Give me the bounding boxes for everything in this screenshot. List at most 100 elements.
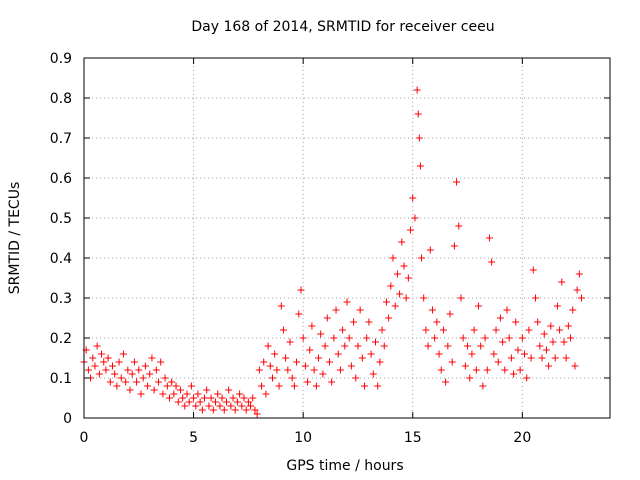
data-point — [168, 378, 176, 386]
data-point — [253, 410, 261, 418]
data-point — [137, 390, 145, 398]
data-point — [89, 354, 97, 362]
data-point — [352, 374, 360, 382]
data-point — [301, 362, 309, 370]
data-point — [113, 382, 121, 390]
data-point — [414, 110, 422, 118]
grid-lines — [84, 58, 610, 418]
data-points — [80, 86, 586, 418]
data-point — [488, 258, 496, 266]
data-point — [124, 366, 132, 374]
data-point — [258, 382, 266, 390]
data-point — [290, 382, 298, 390]
data-point — [475, 302, 482, 310]
y-tick-label: 0.4 — [50, 251, 72, 267]
data-point — [238, 402, 246, 410]
data-point — [382, 298, 390, 306]
data-point — [317, 330, 325, 338]
data-point — [242, 406, 250, 414]
data-point — [271, 350, 279, 358]
data-point — [450, 242, 458, 250]
data-point — [361, 382, 369, 390]
data-point — [323, 314, 331, 322]
data-point — [249, 394, 257, 402]
data-point — [499, 338, 507, 346]
data-point — [277, 302, 285, 310]
data-point — [363, 334, 371, 342]
data-point — [536, 342, 544, 350]
data-point — [284, 366, 292, 374]
data-point — [479, 382, 487, 390]
data-point — [216, 402, 224, 410]
data-point — [437, 366, 445, 374]
data-point — [393, 270, 401, 278]
data-point — [144, 382, 152, 390]
data-point — [553, 302, 561, 310]
data-point — [115, 358, 123, 366]
data-point — [481, 334, 489, 342]
data-point — [328, 378, 336, 386]
data-point — [439, 326, 447, 334]
data-point — [409, 194, 417, 202]
data-point — [571, 362, 579, 370]
data-point — [268, 374, 276, 382]
data-point — [266, 362, 274, 370]
data-point — [306, 346, 314, 354]
data-point — [503, 306, 511, 314]
data-point — [319, 370, 327, 378]
x-tick-label: 20 — [513, 430, 531, 446]
data-point — [146, 370, 154, 378]
x-axis-label: GPS time / hours — [286, 458, 403, 474]
y-tick-label: 0.9 — [50, 51, 72, 67]
data-point — [396, 290, 404, 298]
data-point — [549, 338, 557, 346]
data-point — [295, 310, 303, 318]
data-point — [148, 354, 156, 362]
data-point — [556, 326, 564, 334]
data-point — [431, 334, 439, 342]
data-point — [196, 398, 204, 406]
data-point — [187, 382, 195, 390]
data-point — [505, 334, 513, 342]
data-point — [141, 362, 149, 370]
data-point — [111, 370, 119, 378]
data-point — [93, 342, 101, 350]
data-point — [426, 246, 434, 254]
data-point — [255, 366, 263, 374]
data-point — [198, 406, 206, 414]
data-point — [104, 354, 112, 362]
data-point — [374, 382, 382, 390]
data-point — [551, 354, 559, 362]
data-point — [214, 390, 222, 398]
data-point — [170, 390, 178, 398]
data-point — [155, 378, 163, 386]
data-point — [411, 214, 419, 222]
data-point — [492, 326, 500, 334]
data-point — [490, 350, 498, 358]
data-point — [457, 294, 465, 302]
data-point — [150, 386, 158, 394]
data-point — [521, 350, 529, 358]
data-point — [428, 306, 436, 314]
data-point — [466, 374, 474, 382]
data-point — [529, 266, 537, 274]
data-point — [341, 342, 349, 350]
data-point — [540, 330, 548, 338]
y-tick-label: 0.6 — [50, 171, 72, 187]
data-point — [422, 326, 430, 334]
data-point — [514, 346, 522, 354]
data-point — [98, 350, 106, 358]
data-point — [573, 286, 581, 294]
data-point — [293, 358, 301, 366]
data-point — [516, 366, 524, 374]
data-point — [233, 398, 241, 406]
data-point — [185, 398, 193, 406]
data-point — [415, 134, 423, 142]
data-point — [483, 366, 491, 374]
data-point — [260, 358, 268, 366]
data-point — [192, 402, 200, 410]
data-point — [468, 350, 476, 358]
data-point — [501, 366, 509, 374]
data-point — [400, 262, 408, 270]
data-point — [444, 342, 452, 350]
